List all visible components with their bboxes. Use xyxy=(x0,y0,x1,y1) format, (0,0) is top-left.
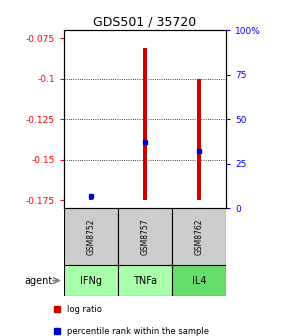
Text: GSM8757: GSM8757 xyxy=(140,218,150,255)
Bar xyxy=(118,208,172,265)
Bar xyxy=(172,265,226,296)
Text: GDS501 / 35720: GDS501 / 35720 xyxy=(93,15,197,28)
Bar xyxy=(89,195,93,200)
Bar xyxy=(172,208,226,265)
Text: agent: agent xyxy=(24,276,52,286)
Text: log ratio: log ratio xyxy=(66,305,101,313)
Text: GSM8762: GSM8762 xyxy=(195,219,204,255)
Text: GSM8752: GSM8752 xyxy=(86,219,95,255)
Bar xyxy=(64,265,118,296)
Text: IL4: IL4 xyxy=(192,276,206,286)
Text: IFNg: IFNg xyxy=(80,276,102,286)
Text: TNFa: TNFa xyxy=(133,276,157,286)
Bar xyxy=(143,48,147,200)
Bar xyxy=(197,79,201,200)
Text: percentile rank within the sample: percentile rank within the sample xyxy=(66,327,209,336)
Bar xyxy=(64,208,118,265)
Bar xyxy=(118,265,172,296)
